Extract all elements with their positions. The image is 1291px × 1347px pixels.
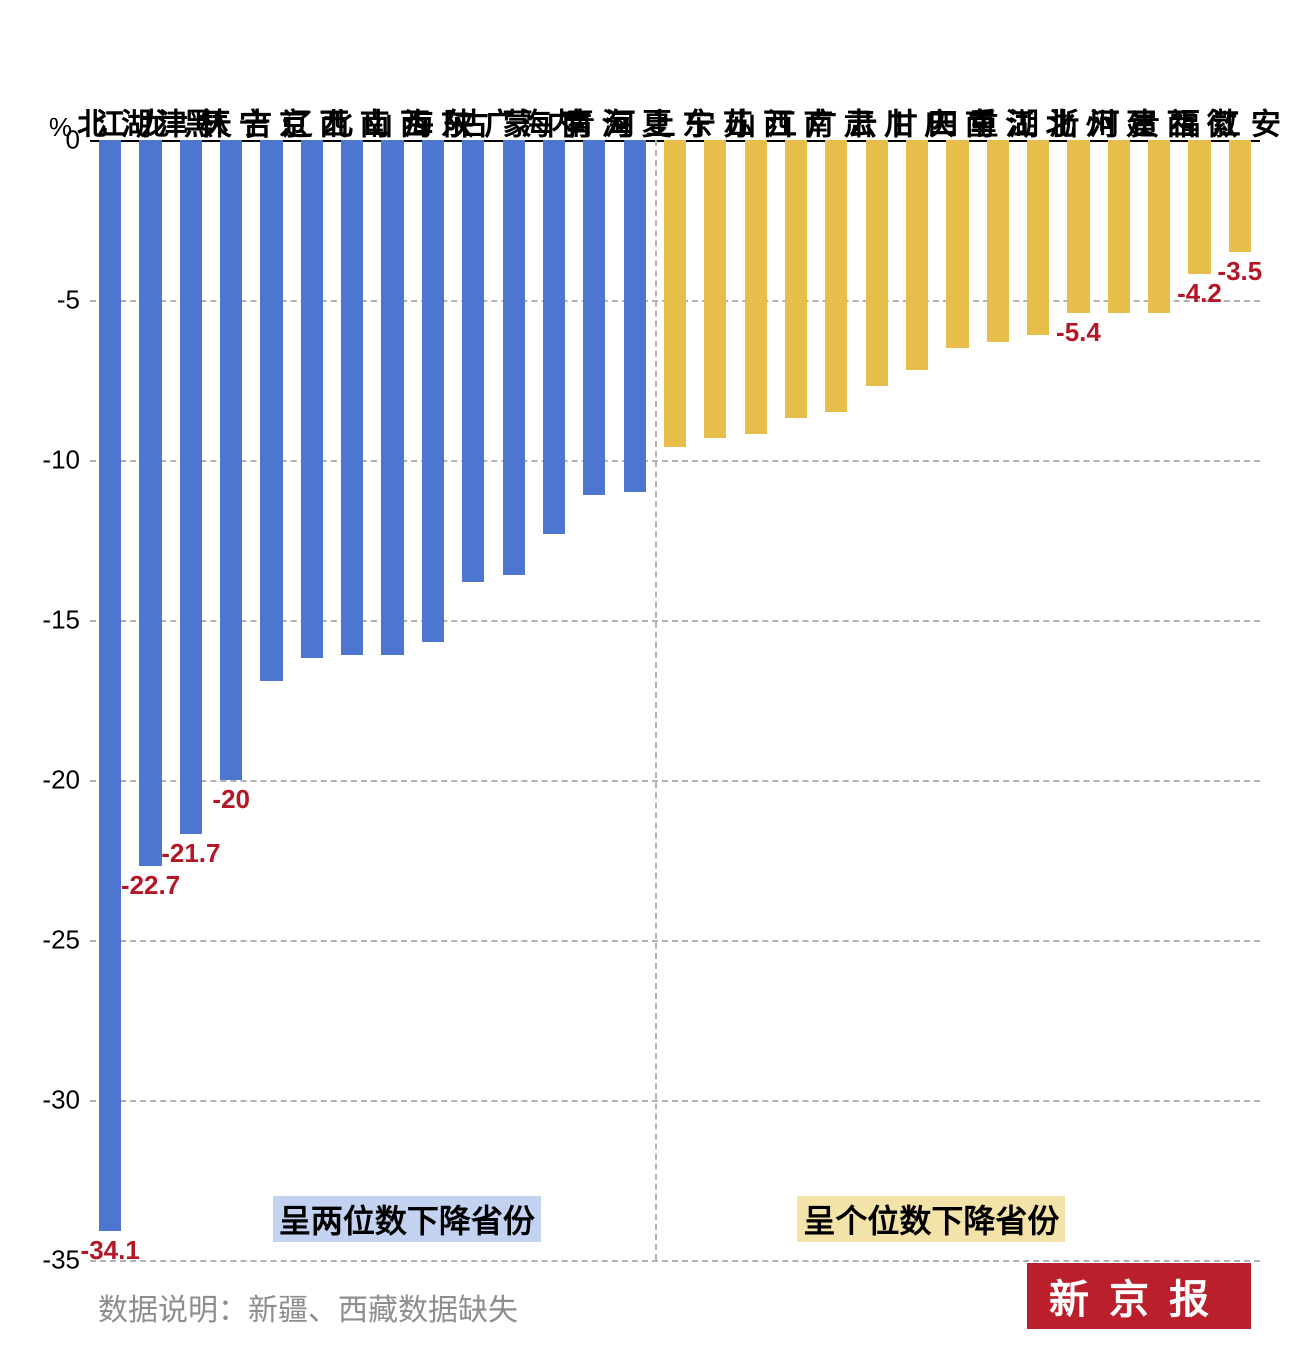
- bar-江西: [1188, 140, 1210, 274]
- value-label: -20: [212, 784, 250, 815]
- bar-吉林: [220, 140, 242, 780]
- gridline: [90, 780, 1260, 782]
- bar-福建: [1148, 140, 1170, 313]
- bar-贵州: [1108, 140, 1130, 313]
- bar-山西: [341, 140, 363, 655]
- y-tick-label: -35: [42, 1245, 80, 1276]
- bar-湖南: [987, 140, 1009, 342]
- y-tick-label: -30: [42, 1085, 80, 1116]
- bar-广西: [785, 140, 807, 418]
- group-annotation: 呈两位数下降省份: [273, 1196, 541, 1242]
- bar-陕西: [422, 140, 444, 642]
- bar-云南: [825, 140, 847, 412]
- y-tick-label: -20: [42, 765, 80, 796]
- plot-area: % 0-5-10-15-20-25-30-35湖北-34.1黑龙江-22.7天津…: [90, 140, 1260, 1260]
- gridline: [90, 940, 1260, 942]
- bar-浙江: [1027, 140, 1049, 335]
- bar-上海: [624, 140, 646, 492]
- bar-辽宁: [260, 140, 282, 681]
- gridline: [90, 1260, 1260, 1262]
- bar-海南: [381, 140, 403, 655]
- gridline: [90, 1100, 1260, 1102]
- y-tick-label: -25: [42, 925, 80, 956]
- bar-广东: [462, 140, 484, 582]
- bar-河北: [1067, 140, 1089, 313]
- y-tick-label: -5: [57, 285, 80, 316]
- bar-北京: [301, 140, 323, 658]
- bar-安徽: [1229, 140, 1251, 252]
- bar-青海: [543, 140, 565, 534]
- category-label: 安徽: [1196, 108, 1284, 136]
- group-annotation: 呈个位数下降省份: [797, 1196, 1065, 1242]
- source-logo: 新京报: [1027, 1263, 1251, 1329]
- group-divider: [655, 140, 657, 1260]
- bar-河南: [583, 140, 605, 495]
- value-label: -21.7: [161, 838, 220, 869]
- bar-江苏: [745, 140, 767, 434]
- value-label: -34.1: [81, 1235, 140, 1266]
- y-tick-label: -15: [42, 605, 80, 636]
- value-label: -5.4: [1056, 317, 1101, 348]
- bar-山东: [704, 140, 726, 438]
- chart-container: % 0-5-10-15-20-25-30-35湖北-34.1黑龙江-22.7天津…: [0, 0, 1291, 1347]
- value-label: -4.2: [1177, 278, 1222, 309]
- bar-内蒙古: [503, 140, 525, 575]
- bar-重庆: [946, 140, 968, 348]
- bar-四川: [906, 140, 928, 370]
- y-tick-label: -10: [42, 445, 80, 476]
- value-label: -3.5: [1217, 256, 1262, 287]
- bar-湖北: [99, 140, 121, 1231]
- bar-宁夏: [664, 140, 686, 447]
- data-caption: 数据说明：新疆、西藏数据缺失: [98, 1285, 518, 1329]
- bar-甘肃: [866, 140, 888, 386]
- value-label: -22.7: [121, 870, 180, 901]
- bar-天津: [180, 140, 202, 834]
- bar-黑龙江: [139, 140, 161, 866]
